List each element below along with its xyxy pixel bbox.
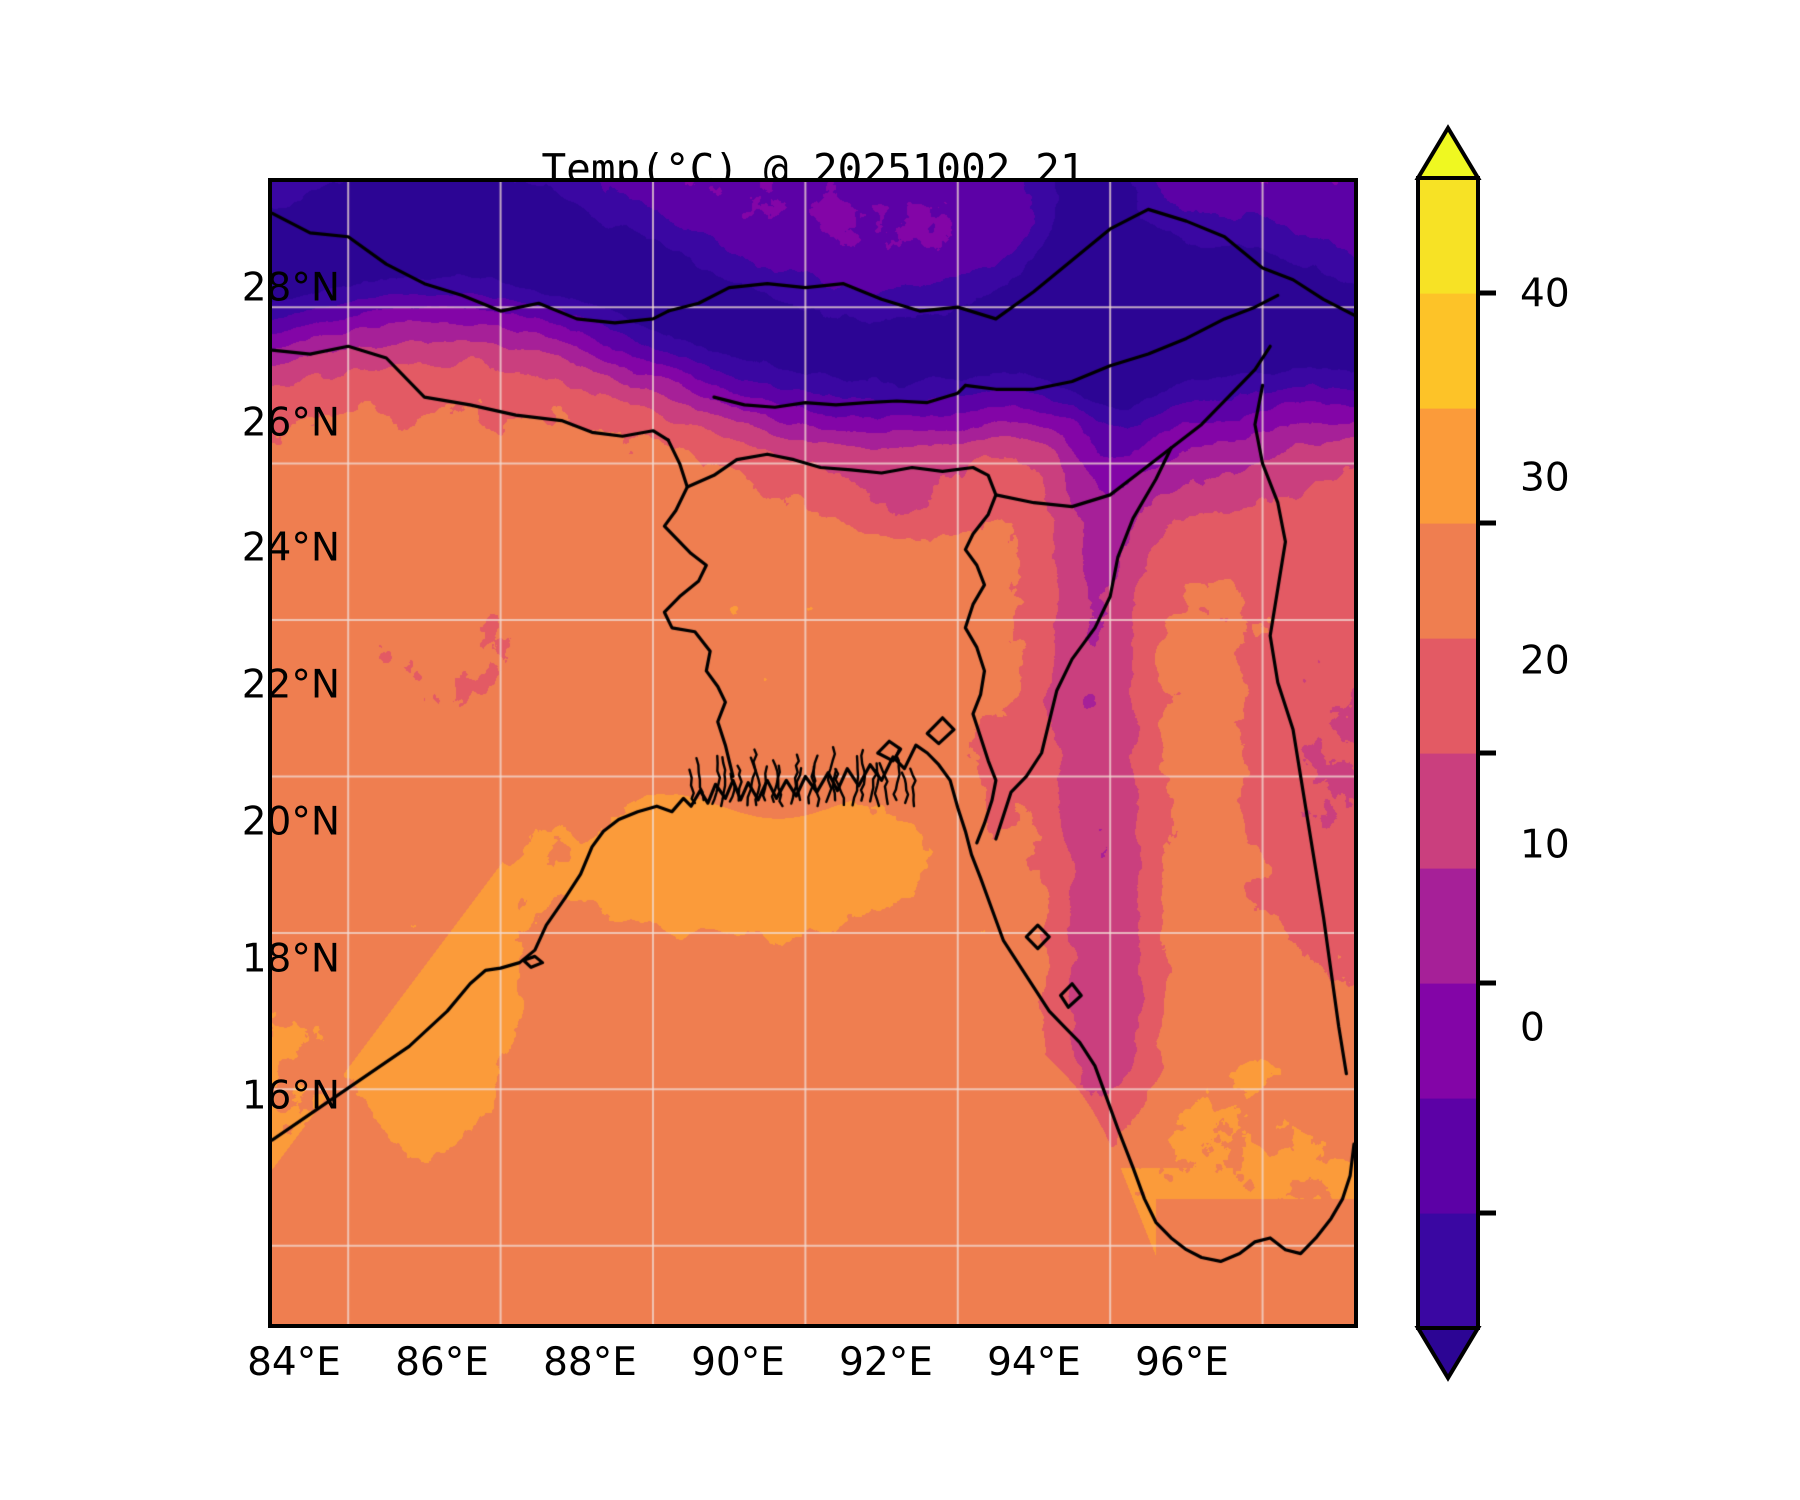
colorbar-tick-0: 0 [1520, 1005, 1545, 1051]
xtick-label-90e: 90°E [691, 1340, 785, 1385]
xtick-label-86e: 86°E [395, 1340, 489, 1385]
ytick-label-26n: 26°N [241, 400, 340, 446]
colorbar-swatches [1414, 124, 1496, 1382]
map-axes[interactable] [268, 178, 1358, 1328]
xtick-label-84e: 84°E [247, 1340, 341, 1385]
xtick-label-92e: 92°E [839, 1340, 933, 1385]
ytick-label-16n: 16°N [241, 1073, 340, 1119]
ytick-label-22n: 22°N [241, 662, 340, 708]
ytick-label-24n: 24°N [241, 525, 340, 571]
xtick-label-88e: 88°E [543, 1340, 637, 1385]
xtick-label-96e: 96°E [1135, 1340, 1229, 1385]
colorbar-tick-40: 40 [1520, 271, 1570, 317]
colorbar-tick-30: 30 [1520, 455, 1570, 501]
ytick-label-28n: 28°N [241, 265, 340, 311]
colorbar-tick-10: 10 [1520, 822, 1570, 868]
ytick-label-20n: 20°N [241, 799, 340, 845]
xtick-label-94e: 94°E [987, 1340, 1081, 1385]
colorbar[interactable] [1414, 124, 1496, 1382]
ytick-label-18n: 18°N [241, 936, 340, 982]
colorbar-tick-20: 20 [1520, 638, 1570, 684]
temperature-contour-field [272, 182, 1354, 1324]
